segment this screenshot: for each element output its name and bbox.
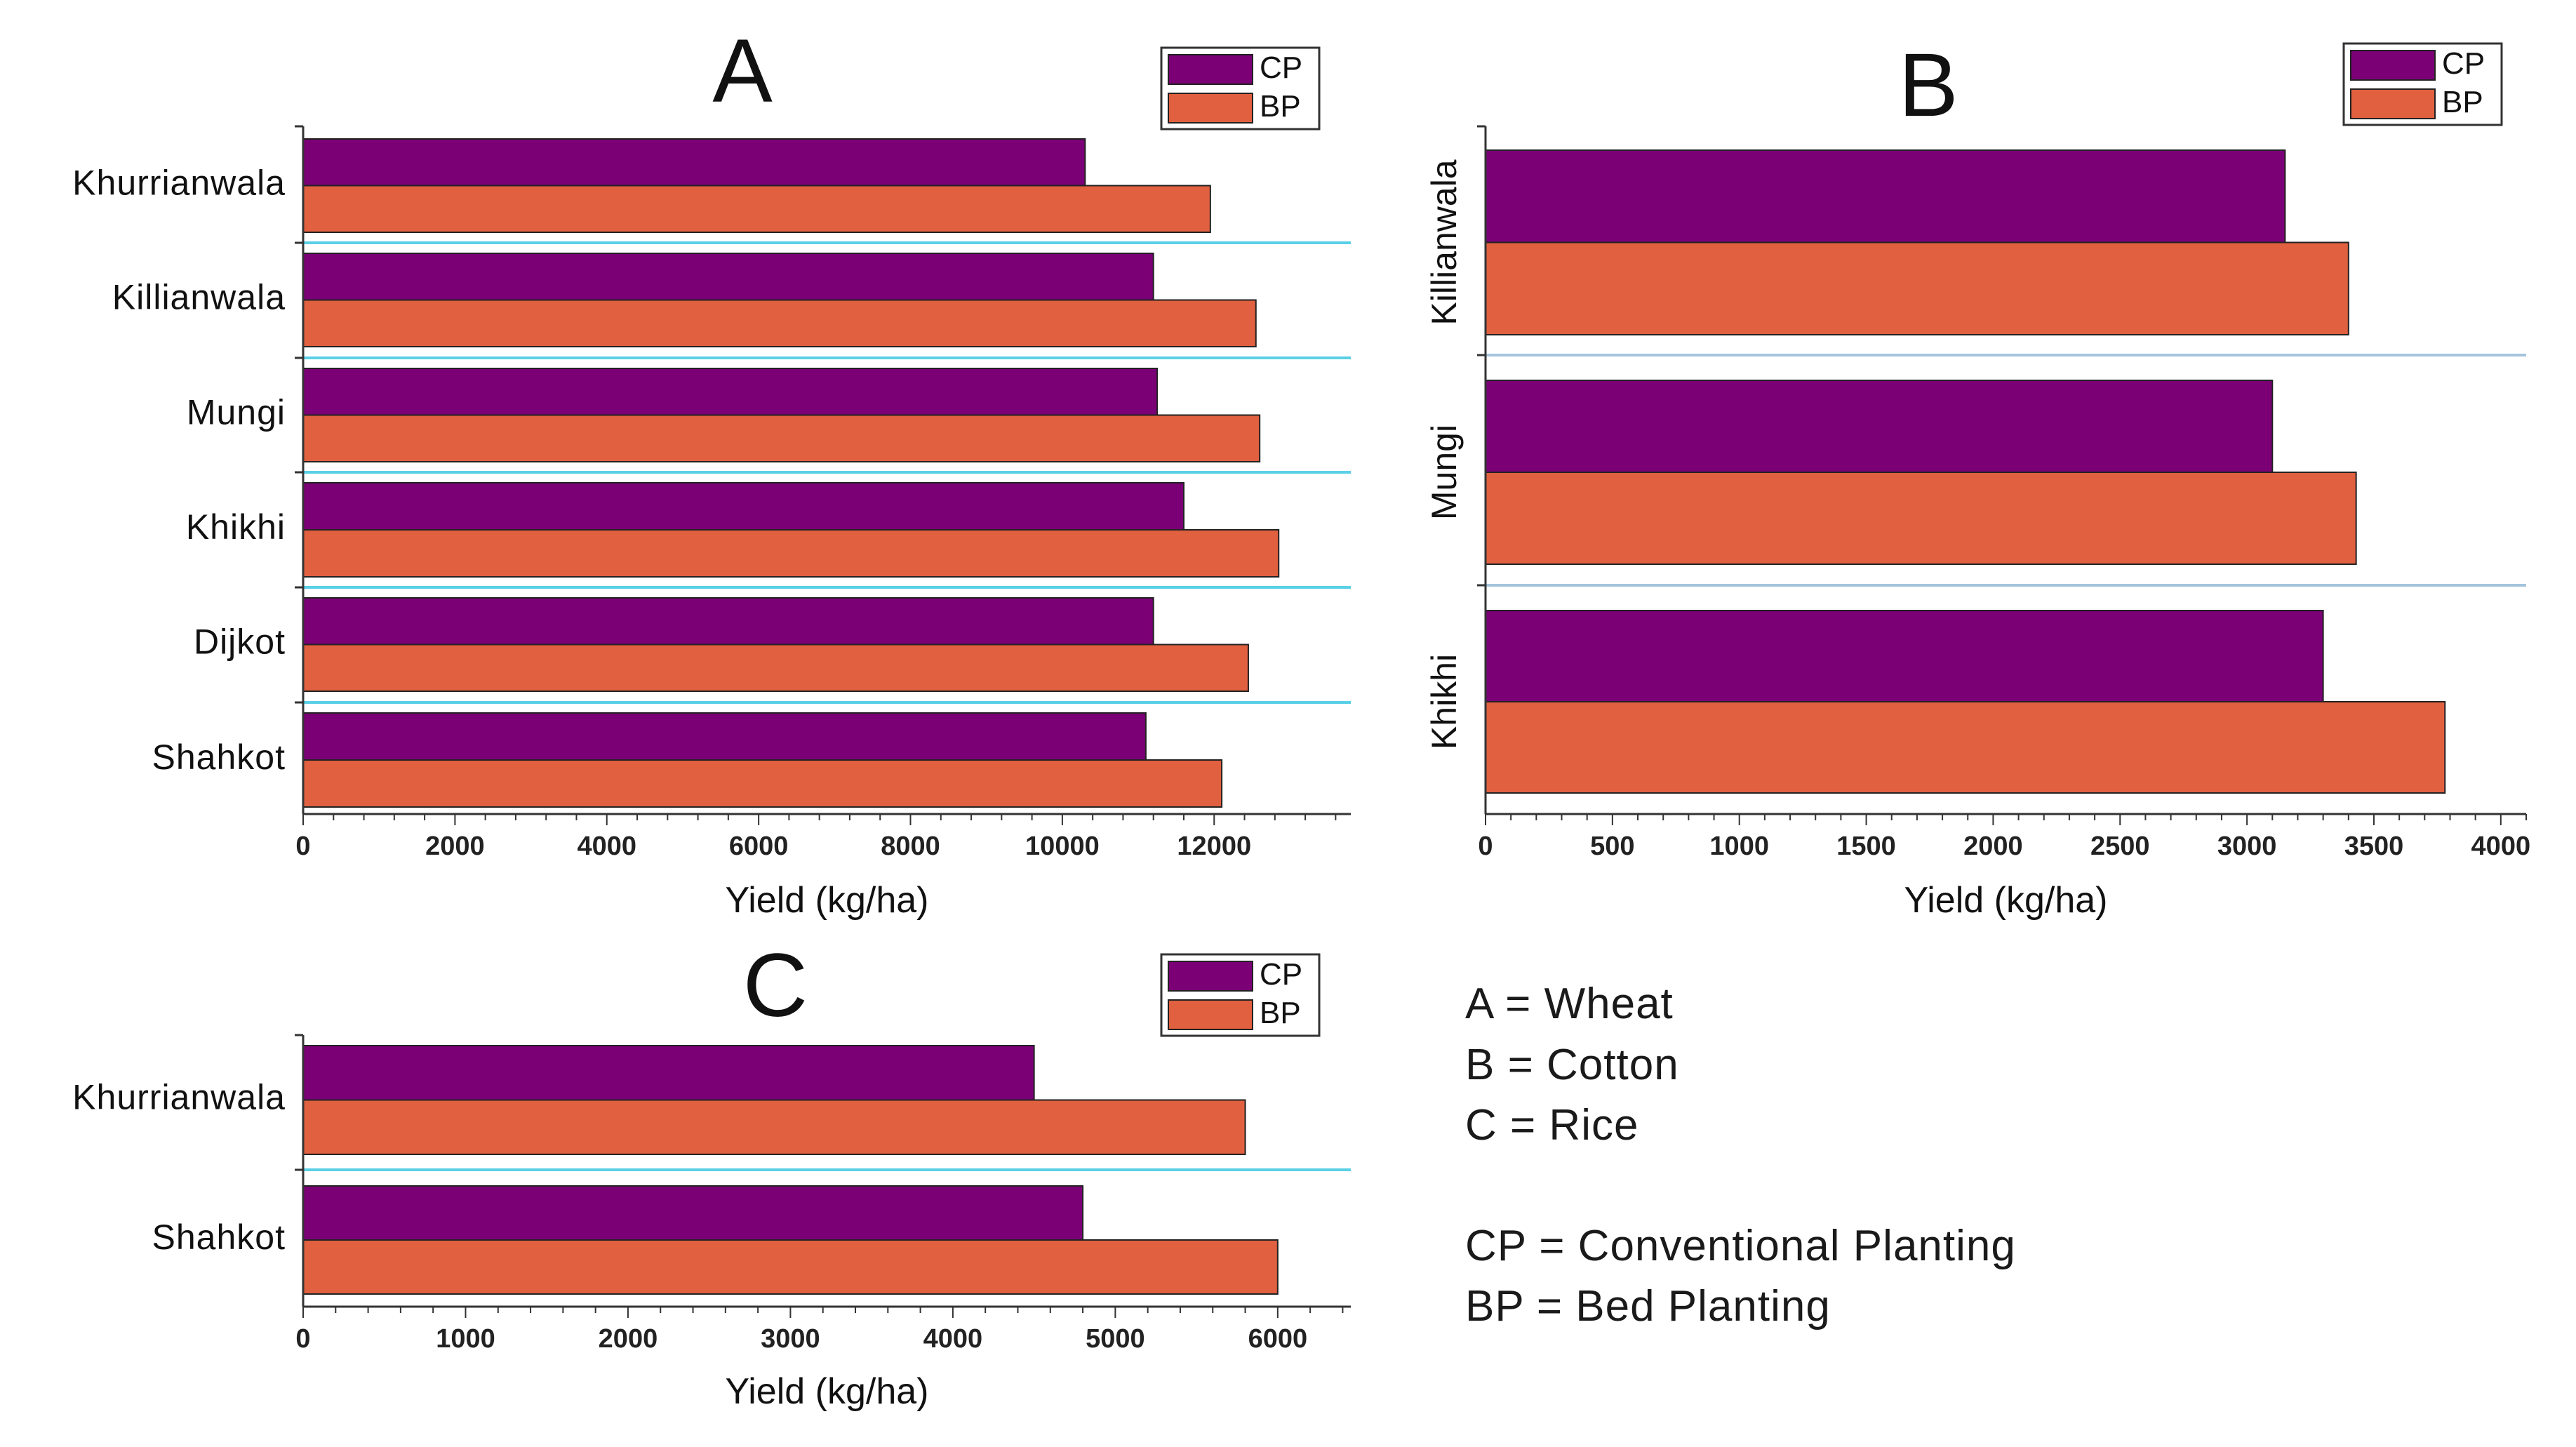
bar-bp-khurrianwala: [302, 185, 1211, 233]
category-label-shahkot: Shahkot: [152, 1218, 286, 1257]
x-tick-label-1000: 1000: [436, 1324, 495, 1354]
legend-label-cp: CP: [2442, 46, 2485, 81]
category-label-killianwala: Killianwala: [112, 278, 286, 317]
bar-bp-dijkot: [302, 644, 1249, 692]
category-label-dijkot: Dijkot: [194, 622, 286, 662]
bar-bp-shahkot: [302, 1239, 1279, 1295]
x-tick-label-2000: 2000: [599, 1324, 658, 1354]
bar-bp-mungi: [1485, 472, 2357, 565]
chart-b: Killianwala Mungi Khikhi 0 500 1000 1500 2000 25…: [1424, 35, 2530, 921]
x-tick-label-10000: 10000: [1025, 832, 1100, 861]
bar-bp-khikhi: [1485, 701, 2446, 794]
legend-label-bp: BP: [1260, 89, 1301, 124]
chart-a: Khurrianwala Killianwala Mungi Khikhi Dijkot…: [72, 21, 1351, 921]
legend-swatch-bp: [1168, 999, 1253, 1030]
x-axis-title: Yield (kg/ha): [1904, 880, 2108, 921]
x-tick-label-3000: 3000: [2217, 832, 2277, 861]
category-label-shahkot: Shahkot: [152, 738, 286, 777]
x-tick-label-5000: 5000: [1086, 1324, 1145, 1354]
x-tick-label-2000: 2000: [1963, 832, 2023, 861]
category-label-mungi: Mungi: [187, 393, 286, 432]
bar-bp-shahkot: [302, 759, 1223, 808]
x-axis-title: Yield (kg/ha): [726, 1371, 929, 1412]
bar-cp-khurrianwala: [302, 1045, 1035, 1101]
bar-bp-khikhi: [302, 529, 1280, 578]
x-tick-label-4000: 4000: [577, 832, 636, 861]
bar-cp-killianwala: [302, 253, 1154, 301]
x-tick-label-3000: 3000: [761, 1324, 820, 1354]
legend: CP BP: [1160, 46, 1321, 131]
key-line-wheat: A = Wheat: [1465, 980, 1674, 1028]
category-label-khurrianwala: Khurrianwala: [72, 164, 286, 203]
category-label-khikhi: Khikhi: [186, 507, 286, 547]
key-line-bed-planting: BP = Bed Planting: [1465, 1282, 1831, 1331]
legend-swatch-cp: [1168, 961, 1253, 992]
legend-label-bp: BP: [2442, 85, 2483, 119]
x-tick-label-2000: 2000: [425, 832, 485, 861]
category-label-mungi: Mungi: [1424, 425, 1464, 520]
x-tick-label-6000: 6000: [1248, 1324, 1308, 1354]
bar-bp-khurrianwala: [302, 1099, 1246, 1155]
x-tick-label-500: 500: [1590, 832, 1634, 861]
legend-swatch-cp: [1168, 54, 1253, 85]
x-tick-label-3500: 3500: [2344, 832, 2404, 861]
bar-cp-khurrianwala: [302, 138, 1086, 187]
x-tick-label-2500: 2500: [2090, 832, 2150, 861]
bar-cp-shahkot: [302, 712, 1147, 761]
chart-c: Khurrianwala Shahkot 0 1000 2000 3000 4000 5000…: [72, 935, 1351, 1412]
category-label-khikhi: Khikhi: [1424, 654, 1464, 749]
bar-cp-khikhi: [302, 482, 1184, 531]
legend-label-cp: CP: [1260, 51, 1302, 85]
bar-cp-shahkot: [302, 1185, 1084, 1241]
x-tick-label-8000: 8000: [881, 832, 940, 861]
x-tick-label-1000: 1000: [1709, 832, 1769, 861]
x-tick-label-0: 0: [295, 832, 310, 861]
x-axis-title: Yield (kg/ha): [726, 880, 929, 921]
x-tick-label-1500: 1500: [1836, 832, 1896, 861]
category-label-khurrianwala: Khurrianwala: [72, 1078, 286, 1117]
panel-title-c: C: [743, 935, 808, 1036]
panel-title-a: A: [712, 21, 773, 121]
bar-bp-mungi: [302, 414, 1261, 462]
x-tick-label-0: 0: [1478, 832, 1493, 861]
legend-swatch-bp: [1168, 93, 1253, 124]
key-line-rice: C = Rice: [1465, 1101, 1639, 1149]
bar-cp-mungi: [1485, 380, 2274, 473]
key-line-cotton: B = Cotton: [1465, 1041, 1679, 1089]
panel-title-b: B: [1898, 35, 1958, 135]
category-label-killianwala: Killianwala: [1424, 159, 1464, 325]
bar-bp-killianwala: [1485, 241, 2349, 335]
legend-label-cp: CP: [1260, 957, 1302, 992]
x-tick-label-4000: 4000: [923, 1324, 983, 1354]
bar-cp-mungi: [302, 368, 1159, 416]
legend-swatch-cp: [2350, 50, 2436, 81]
bar-cp-dijkot: [302, 597, 1154, 646]
bar-cp-khikhi: [1485, 610, 2324, 702]
legend-swatch-bp: [2350, 88, 2436, 119]
bar-bp-killianwala: [302, 299, 1257, 347]
legend: CP BP: [2342, 42, 2503, 126]
bar-cp-killianwala: [1485, 149, 2286, 244]
x-tick-label-12000: 12000: [1177, 832, 1251, 861]
x-tick-label-0: 0: [295, 1324, 310, 1354]
x-tick-label-6000: 6000: [729, 832, 789, 861]
key-line-conventional-planting: CP = Conventional Planting: [1465, 1222, 2016, 1270]
x-tick-label-4000: 4000: [2471, 832, 2531, 861]
legend-label-bp: BP: [1260, 996, 1301, 1030]
legend: CP BP: [1160, 953, 1321, 1037]
